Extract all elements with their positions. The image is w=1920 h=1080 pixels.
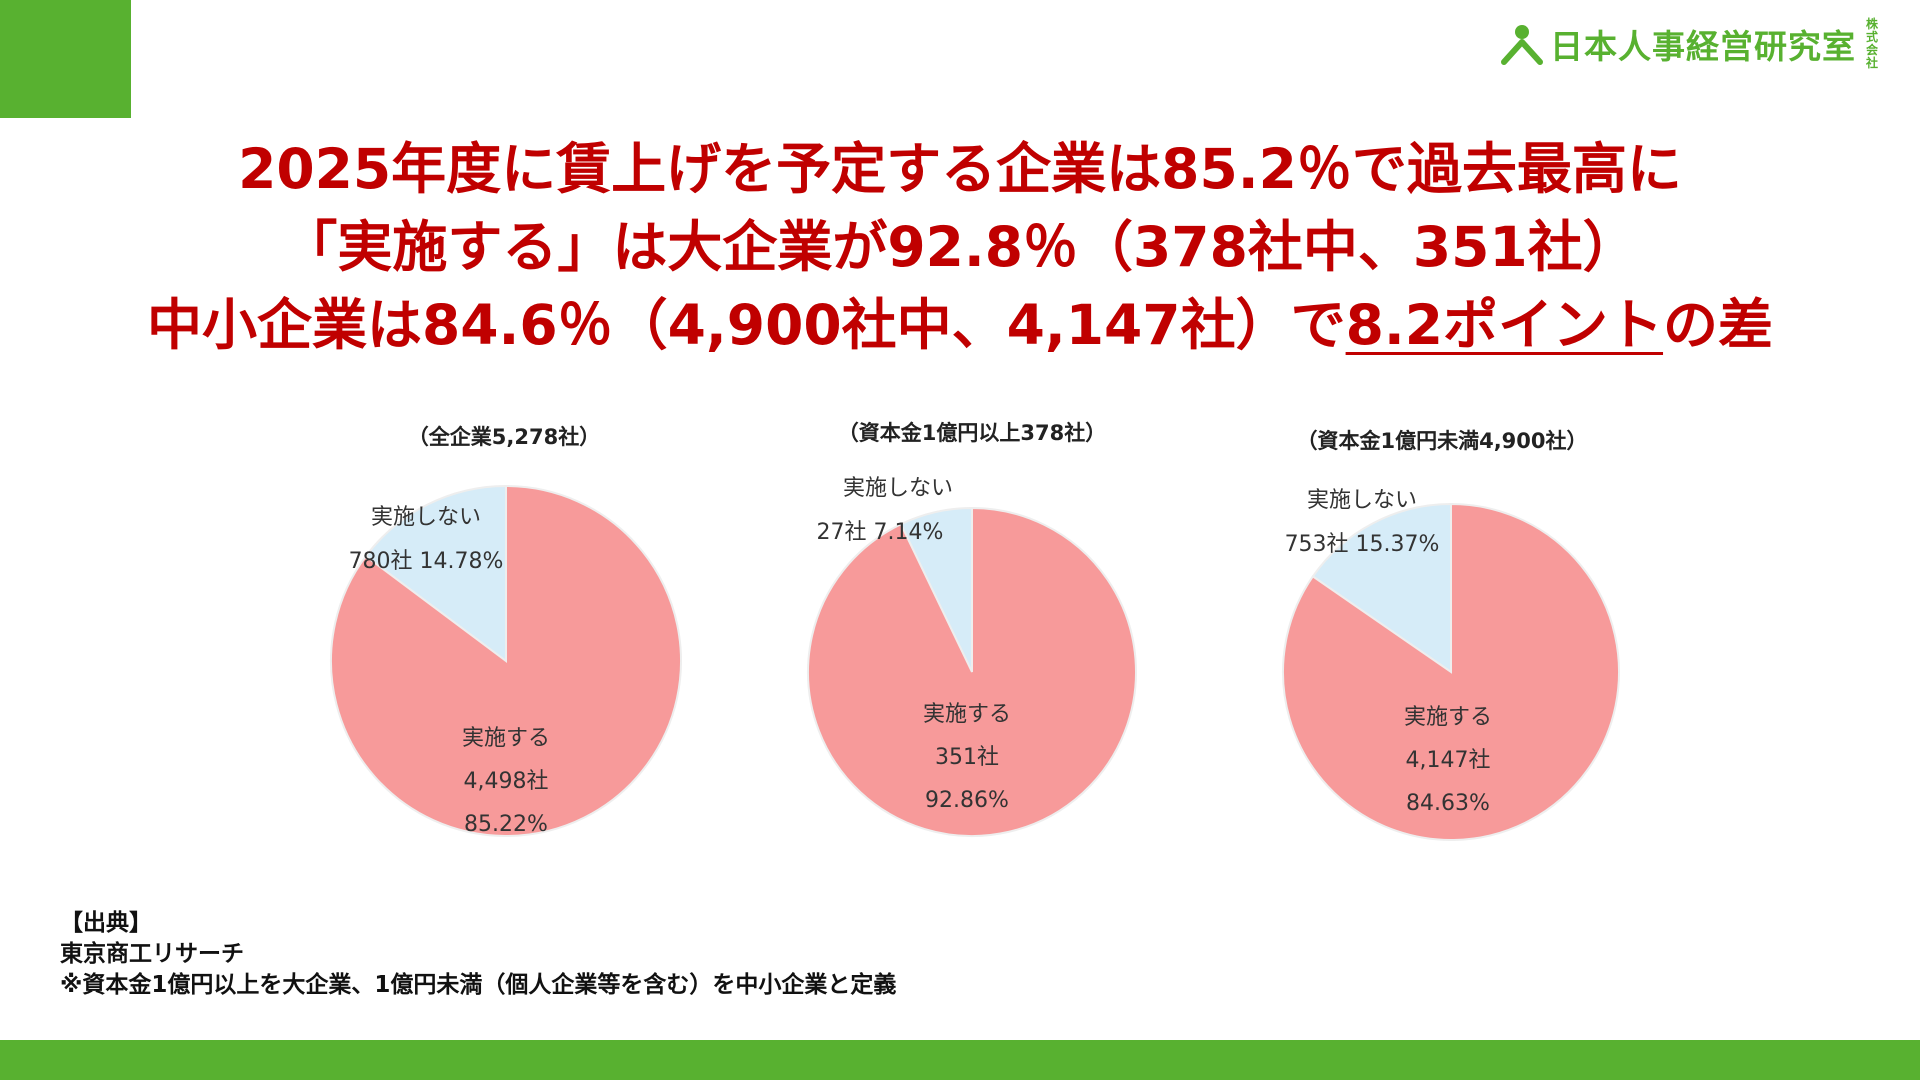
- slice-label-not-implement: 実施しない: [1307, 488, 1417, 513]
- pie-slice-implement: [330, 484, 682, 837]
- pie-svg: （資本金1億円未満4,900社） 実施しない 753社 15.37% 実施する 4,14…: [1282, 429, 1620, 841]
- pie-slice-implement: [1282, 502, 1620, 841]
- bottom-accent-bar: [0, 1040, 1920, 1080]
- source-note: 【出典】 東京商工リサーチ ※資本金1億円以上を大企業、1億円未満（個人企業等を…: [60, 908, 896, 1001]
- headline-line-3-suffix: の差: [1663, 293, 1774, 357]
- headline-line-1: 2025年度に賃上げを予定する企業は85.2％で過去最高に: [238, 137, 1682, 201]
- chart-title: （資本金1億円未満4,900社）: [1296, 429, 1587, 453]
- pie-chart-all-companies: （全企業5,278社） 実施しない 780社 14.78% 実施する 4,498社 85.…: [306, 410, 726, 880]
- headline-line-3: 中小企業は84.6％（4,900社中、4,147社）で8.2ポイントの差: [0, 286, 1920, 364]
- pie-svg: （資本金1億円以上378社） 実施しない 27社 7.14% 実施する 351社 92.8…: [807, 421, 1137, 837]
- pie-chart-large-companies: （資本金1億円以上378社） 実施しない 27社 7.14% 実施する 351社 92.8…: [760, 410, 1180, 880]
- headline-line-3-prefix: 中小企業は84.6％（4,900社中、4,147社）で: [146, 293, 1346, 357]
- slice-label-not-implement: 実施しない: [843, 476, 953, 501]
- pie-slice-implement: [807, 506, 1137, 837]
- source-heading: 【出典】: [60, 910, 152, 936]
- headline-line-2: 「実施する」は大企業が92.8％（378社中、351社）: [282, 215, 1638, 279]
- slice-label-not-implement: 実施しない: [371, 505, 481, 530]
- slice-value-not-implement: 753社 15.37%: [1285, 532, 1440, 557]
- corner-accent-block: [0, 0, 131, 118]
- slice-value-not-implement: 780社 14.78%: [349, 549, 504, 574]
- source-name: 東京商工リサーチ: [60, 941, 244, 967]
- person-logo-icon: [1501, 25, 1543, 65]
- slice-percent-implement: 92.86%: [925, 788, 1009, 813]
- headline-highlight-points: 8.2ポイント: [1345, 293, 1664, 357]
- slice-label-implement: 実施する: [923, 702, 1011, 727]
- slice-percent-implement: 85.22%: [464, 812, 548, 837]
- slice-label-implement: 実施する: [462, 726, 550, 751]
- source-definition: ※資本金1億円以上を大企業、1億円未満（個人企業等を含む）を中小企業と定義: [60, 972, 897, 998]
- slice-count-implement: 4,147社: [1406, 748, 1491, 773]
- pie-svg: （全企業5,278社） 実施しない 780社 14.78% 実施する 4,498社 85.…: [330, 425, 682, 837]
- slice-percent-implement: 84.63%: [1406, 791, 1490, 816]
- pie-chart-small-companies: （資本金1億円未満4,900社） 実施しない 753社 15.37% 実施する 4,14…: [1242, 410, 1662, 880]
- slice-count-implement: 4,498社: [464, 769, 549, 794]
- logo-name: 日本人事経営研究室: [1550, 27, 1856, 66]
- company-logo: 日本人事経営研究室 株式会社: [1500, 18, 1882, 70]
- chart-title: （全企業5,278社）: [408, 425, 600, 449]
- pie-slice-not-implement: [364, 484, 507, 663]
- slice-count-implement: 351社: [935, 745, 999, 770]
- slice-value-not-implement: 27社 7.14%: [817, 520, 944, 545]
- pie-slice-not-implement: [1311, 502, 1452, 674]
- chart-title: （資本金1億円以上378社）: [838, 421, 1106, 445]
- logo-subtext: 株式会社: [1865, 17, 1878, 70]
- headline: 2025年度に賃上げを予定する企業は85.2％で過去最高に 「実施する」は大企業…: [0, 130, 1920, 364]
- slice-label-implement: 実施する: [1404, 705, 1492, 730]
